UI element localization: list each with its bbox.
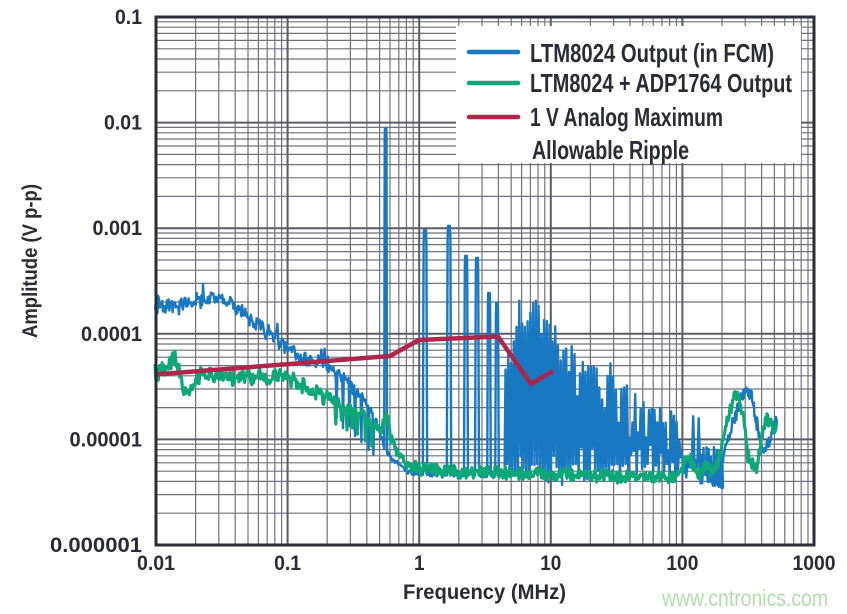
svg-text:LTM8024 + ADP1764 Output: LTM8024 + ADP1764 Output <box>530 68 792 98</box>
svg-text:0.0001: 0.0001 <box>81 323 142 346</box>
svg-text:0.000001: 0.000001 <box>50 534 142 557</box>
svg-text:0.001: 0.001 <box>93 217 143 240</box>
svg-text:10: 10 <box>540 552 561 575</box>
svg-text:0.01: 0.01 <box>104 112 142 135</box>
svg-text:Frequency (MHz): Frequency (MHz) <box>403 580 566 604</box>
svg-text:LTM8024 Output (in FCM): LTM8024 Output (in FCM) <box>530 38 774 68</box>
svg-text:1: 1 <box>414 552 425 575</box>
svg-text:1000: 1000 <box>793 552 836 575</box>
svg-text:0.01: 0.01 <box>137 552 175 575</box>
svg-text:1 V Analog Maximum: 1 V Analog Maximum <box>530 102 723 132</box>
svg-text:0.1: 0.1 <box>115 6 142 29</box>
svg-text:100: 100 <box>666 552 698 575</box>
svg-text:0.1: 0.1 <box>274 552 301 575</box>
svg-text:www.cntronics.com: www.cntronics.com <box>661 585 828 611</box>
svg-text:Allowable Ripple: Allowable Ripple <box>532 135 689 165</box>
svg-text:Amplitude (V p-p): Amplitude (V p-p) <box>18 184 42 338</box>
svg-text:0.00001: 0.00001 <box>70 428 143 451</box>
